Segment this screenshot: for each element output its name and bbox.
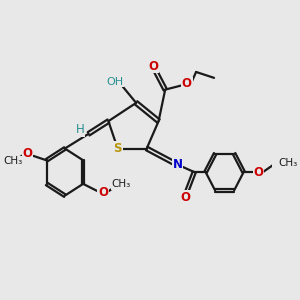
- Text: O: O: [254, 166, 263, 178]
- Text: CH₃: CH₃: [111, 179, 130, 190]
- Text: O: O: [148, 60, 158, 73]
- Text: O: O: [180, 190, 190, 204]
- Text: CH₃: CH₃: [3, 156, 22, 166]
- Text: S: S: [113, 142, 122, 155]
- Text: O: O: [98, 186, 108, 199]
- Text: CH₃: CH₃: [279, 158, 298, 168]
- Text: H: H: [76, 123, 85, 136]
- Text: N: N: [172, 158, 183, 171]
- Text: O: O: [182, 77, 192, 90]
- Text: OH: OH: [106, 77, 124, 87]
- Text: O: O: [22, 147, 32, 160]
